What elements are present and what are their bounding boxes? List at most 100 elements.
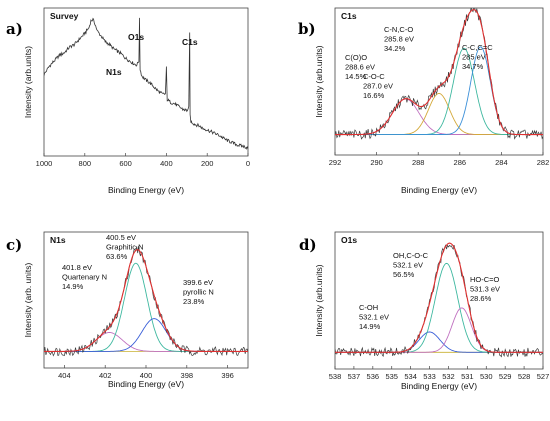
annotation-line: Graphitic N xyxy=(106,243,144,252)
raw-spectrum-line xyxy=(335,8,543,140)
annotation-line: pyrollic N xyxy=(183,288,214,297)
annotation-line: 287.0 eV xyxy=(363,82,393,91)
annotation-line: 401.8 eV xyxy=(62,263,92,272)
panel-title: Survey xyxy=(50,11,79,21)
x-tick-label: 531 xyxy=(461,372,474,381)
x-tick-label: 292 xyxy=(329,158,342,167)
x-tick-label: 396 xyxy=(221,371,234,380)
survey-spectrum-line xyxy=(44,17,248,151)
annotation-line: 400.5 eV xyxy=(106,233,136,242)
peak-annotation-oh-c-o-c: OH,C-O-C 532.1 eV 56.5% xyxy=(393,251,429,279)
annotation-line: 288.6 eV xyxy=(345,63,375,72)
plot-frame xyxy=(334,7,544,156)
annotation-line: 16.6% xyxy=(363,91,385,100)
panel-o1s: d) O1s 538 537 536 535 534 533 532 531 530 529 528 52… xyxy=(299,231,549,391)
panel-letter: c) xyxy=(6,236,22,254)
plot-area xyxy=(335,242,543,358)
x-tick-label: 282 xyxy=(537,158,550,167)
peak-label-o1s: O1s xyxy=(128,32,144,42)
annotation-line: OH,C-O-C xyxy=(393,251,429,260)
plot-frame xyxy=(43,7,249,157)
annotation-line: 399.6 eV xyxy=(183,278,213,287)
component-peak-quartenary-n xyxy=(44,332,248,352)
x-axis-label: Binding Energy (eV) xyxy=(108,379,184,389)
y-axis-label: Intensity (arb. units) xyxy=(23,263,33,338)
x-tick-label: 529 xyxy=(499,372,512,381)
panel-letter: d) xyxy=(299,236,317,254)
plot-frame xyxy=(334,231,544,370)
x-tick-label: 400 xyxy=(160,159,173,168)
peak-annotation-c-o-o: C(O)O 288.6 eV 14.5% xyxy=(345,53,375,81)
x-axis-label: Binding Energy (eV) xyxy=(108,185,184,195)
x-tick-label: 534 xyxy=(404,372,417,381)
fit-envelope-line xyxy=(335,9,543,136)
peak-label-n1s: N1s xyxy=(106,67,122,77)
x-tick-label: 528 xyxy=(518,372,531,381)
annotation-line: 23.8% xyxy=(183,297,205,306)
annotation-line: C-O-C xyxy=(363,72,385,81)
annotation-line: 63.6% xyxy=(106,252,128,261)
panel-survey: a) Survey 1000 800 600 400 200 0 Binding Energy … xyxy=(6,7,250,195)
annotation-line: 532.1 eV xyxy=(393,261,423,270)
x-tick-label: 533 xyxy=(423,372,436,381)
annotation-line: C(O)O xyxy=(345,53,367,62)
peak-annotation-400-5-ev: 400.5 eV Graphitic N 63.6% xyxy=(106,233,144,261)
annotation-line: 14.9% xyxy=(359,322,381,331)
x-tick-label: 600 xyxy=(119,159,132,168)
annotation-line: 34.7% xyxy=(462,62,484,71)
panel-c1s: b) C1s 292 290 288 286 284 282 Binding Energy (e… xyxy=(298,7,549,195)
annotation-line: 14.5% xyxy=(345,72,367,81)
fit-envelope-line xyxy=(44,249,248,352)
x-axis-label: Binding Energy (eV) xyxy=(401,381,477,391)
y-axis-label: Intensity (arb.units) xyxy=(314,264,324,336)
x-tick-label: 535 xyxy=(385,372,398,381)
raw-spectrum-line xyxy=(335,244,543,358)
annotation-line: HO-C=O xyxy=(470,275,500,284)
x-tick-label: 537 xyxy=(348,372,361,381)
peak-annotation-399-6-ev: 399.6 eV pyrollic N 23.8% xyxy=(183,278,214,306)
component-peak-pyrollic-n xyxy=(44,318,248,352)
x-tick-label: 286 xyxy=(454,158,467,167)
panel-title: O1s xyxy=(341,235,357,245)
annotation-line: C-OH xyxy=(359,303,378,312)
y-axis-label: Intensity (arb.units) xyxy=(23,46,33,118)
annotation-line: 28.6% xyxy=(470,294,492,303)
x-tick-label: 290 xyxy=(370,158,383,167)
annotation-line: 531.3 eV xyxy=(470,285,500,294)
x-axis-label: Binding Energy (eV) xyxy=(401,185,477,195)
annotation-line: C-N,C-O xyxy=(384,25,413,34)
x-tick-label: 284 xyxy=(495,158,508,167)
x-tick-label: 538 xyxy=(329,372,342,381)
panel-letter: a) xyxy=(6,20,23,38)
peak-annotation-c-oh: C-OH 532.1 eV 14.9% xyxy=(359,303,389,331)
fit-envelope-line xyxy=(335,242,543,353)
x-tick-label: 200 xyxy=(201,159,214,168)
plot-frame xyxy=(43,231,249,369)
peak-annotation-ho-c-o: HO-C=O 531.3 eV 28.6% xyxy=(470,275,500,303)
annotation-line: 285 eV xyxy=(462,53,486,62)
annotation-line: 56.5% xyxy=(393,270,415,279)
annotation-line: 14.9% xyxy=(62,282,84,291)
y-axis-label: Intensity (arb.units) xyxy=(314,45,324,117)
panel-title: N1s xyxy=(50,235,66,245)
x-tick-label: 1000 xyxy=(36,159,53,168)
plot-area xyxy=(44,17,248,151)
peak-annotation-c-n-c-o: C-N,C-O 285.8 eV 34.2% xyxy=(384,25,414,53)
peak-label-c1s: C1s xyxy=(182,37,198,47)
x-tick-label: 800 xyxy=(79,159,92,168)
x-tick-label: 532 xyxy=(442,372,455,381)
x-tick-label: 288 xyxy=(412,158,425,167)
panel-title: C1s xyxy=(341,11,357,21)
x-tick-label: 536 xyxy=(367,372,380,381)
panel-letter: b) xyxy=(298,20,316,38)
annotation-line: C-C,C=C xyxy=(462,43,493,52)
peak-annotation-c-c-c-c: C-C,C=C 285 eV 34.7% xyxy=(462,43,493,71)
plot-area xyxy=(335,8,543,140)
peak-annotation-401-8-ev: 401.8 eV Quartenary N 14.9% xyxy=(62,263,107,291)
x-tick-label: 400 xyxy=(140,371,153,380)
x-tick-label: 404 xyxy=(58,371,71,380)
annotation-line: 285.8 eV xyxy=(384,35,414,44)
x-tick-label: 402 xyxy=(99,371,112,380)
plot-area xyxy=(44,246,248,357)
